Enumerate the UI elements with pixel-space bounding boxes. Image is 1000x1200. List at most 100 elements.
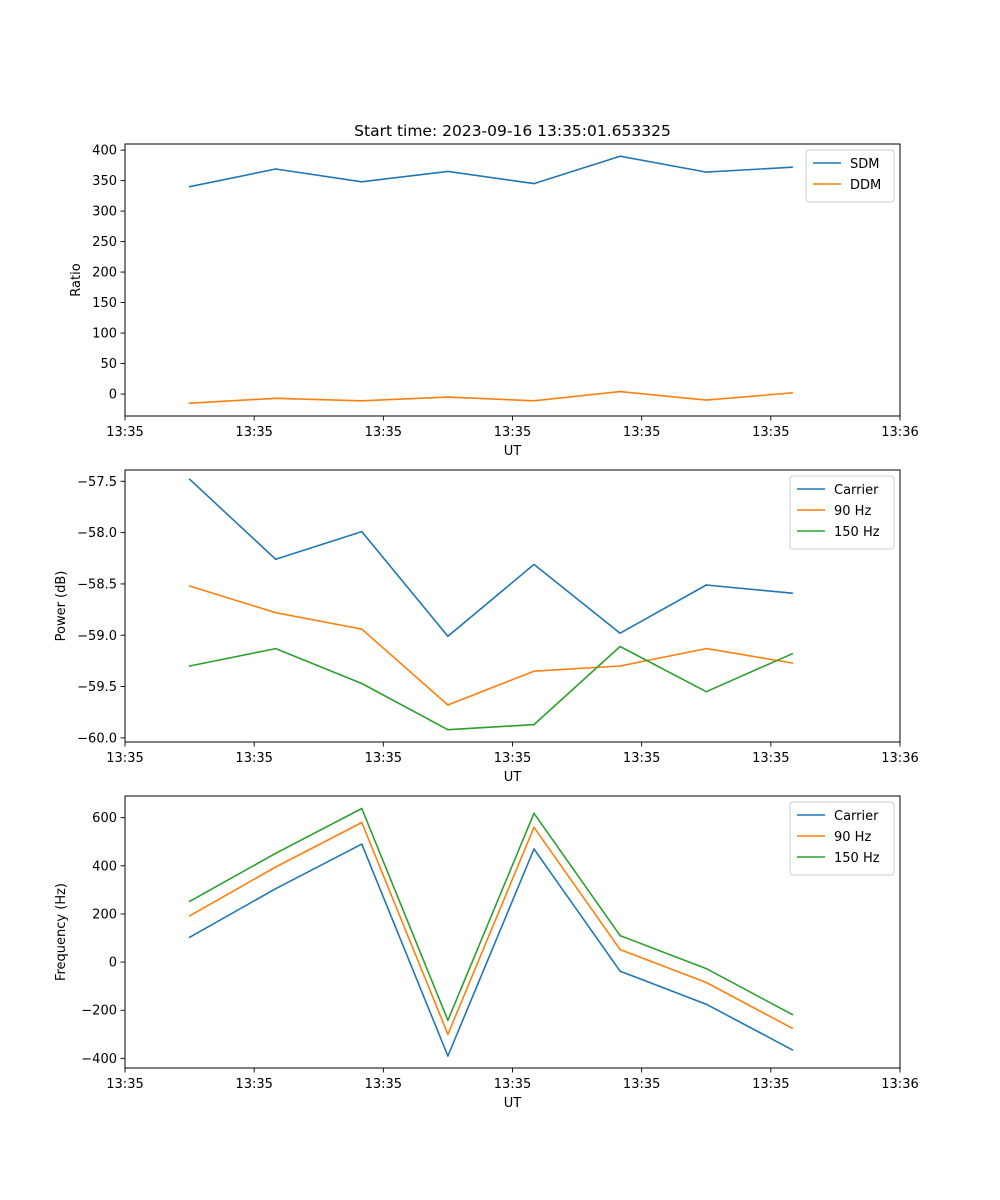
ratio-legend-label-ddm: DDM: [850, 178, 881, 193]
ratio-series-ddm-point: [533, 399, 535, 402]
power-y-tick-label: −59.5: [77, 680, 117, 695]
ratio-x-tick-label: 13:35: [494, 425, 531, 440]
ratio-x-tick-label: 13:35: [106, 425, 143, 440]
ratio-y-tick-label: 100: [92, 327, 117, 342]
ratio-series-ddm-point: [619, 390, 621, 393]
power-series-carrier-point: [533, 563, 535, 566]
power-y-tick-label: −58.0: [77, 526, 117, 541]
power-x-tick-label: 13:35: [623, 751, 660, 766]
frequency-series-90-hz-point: [791, 1027, 794, 1030]
frequency-series-90-hz-point: [274, 866, 277, 868]
ratio-series-sdm-point: [533, 182, 535, 185]
ratio-x-tick-label: 13:35: [623, 425, 660, 440]
frequency-x-tick-label: 13:35: [752, 1077, 789, 1092]
ratio-x-tick-label: 13:35: [235, 425, 272, 440]
power-axes-frame: [124, 469, 901, 743]
frequency-series-150-hz-point: [447, 1019, 449, 1022]
power-x-tick-label: 13:35: [494, 751, 531, 766]
ratio-x-axis-label: UT: [504, 444, 522, 459]
frequency-series-150-hz-point: [619, 934, 621, 937]
power-y-tick-label: −60.0: [77, 731, 117, 746]
frequency-series-90-hz-point: [361, 821, 363, 824]
frequency-y-tick-label: −200: [81, 1004, 117, 1019]
power-series-carrier-point: [447, 635, 449, 638]
frequency-panel: 13:35 13:35 13:35 13:35 13:35 13:35 13:36 −400 −…: [54, 795, 919, 1111]
ratio-series-ddm-point: [188, 402, 191, 404]
power-x-axis-label: UT: [504, 770, 522, 785]
ratio-series-ddm-point: [791, 392, 794, 394]
frequency-series-90-hz-point: [705, 981, 708, 984]
power-series-carrier-point: [705, 584, 708, 586]
power-series-carrier-point: [361, 530, 363, 533]
frequency-series-carrier-point: [447, 1055, 449, 1057]
ratio-series-sdm-point: [188, 185, 191, 188]
power-series-carrier-point: [791, 592, 794, 594]
power-x-tick-label: 13:35: [235, 751, 272, 766]
ratio-series-sdm-point: [791, 166, 794, 168]
power-series-90-hz-point: [361, 628, 363, 630]
frequency-series-carrier-point: [791, 1049, 794, 1051]
frequency-series-90-hz-line: [189, 821, 793, 1036]
power-legend-label-90-hz: 90 Hz: [834, 504, 871, 519]
ratio-axes-frame: [124, 143, 901, 417]
ratio-series-ddm-point: [705, 399, 708, 401]
ratio-series-sdm-point: [274, 168, 277, 170]
power-y-tick-label: −58.5: [77, 577, 117, 592]
ratio-y-tick-label: 150: [92, 296, 117, 311]
frequency-x-tick-label: 13:36: [881, 1077, 918, 1092]
power-series-90-hz-point: [274, 611, 277, 614]
frequency-y-tick-label: 400: [92, 859, 117, 874]
frequency-series-90-hz-point: [619, 948, 621, 951]
frequency-series-carrier-line: [189, 843, 793, 1057]
power-y-tick-label: −57.5: [77, 475, 117, 490]
frequency-series-150-hz-line: [189, 807, 793, 1022]
ratio-series-sdm-point: [361, 181, 363, 183]
power-series-150-hz-line: [189, 645, 793, 731]
ratio-series-ddm-point: [361, 399, 363, 402]
frequency-y-tick-label: 0: [109, 956, 117, 971]
ratio-y-tick-label: 200: [92, 266, 117, 281]
frequency-y-tick-label: −400: [81, 1052, 117, 1067]
frequency-series-150-hz-point: [705, 967, 708, 970]
power-series-carrier-point: [274, 558, 277, 561]
frequency-legend-label-carrier: Carrier: [834, 809, 879, 824]
ratio-y-tick-label: 50: [100, 357, 117, 372]
ratio-series-ddm-point: [447, 396, 449, 398]
power-series-150-hz-point: [274, 647, 277, 650]
frequency-series-90-hz-point: [533, 826, 535, 829]
ratio-y-tick-label: 0: [109, 388, 117, 403]
ratio-panel: 13:35 13:35 13:35 13:35 13:35 13:35 13:36 0 50 10…: [69, 143, 919, 459]
ratio-y-tick-label: 400: [92, 144, 117, 159]
frequency-y-axis-label: Frequency (Hz): [54, 883, 69, 981]
frequency-axes-frame: [124, 795, 901, 1069]
frequency-x-tick-label: 13:35: [494, 1077, 531, 1092]
frequency-x-tick-label: 13:35: [106, 1077, 143, 1092]
power-x-tick-label: 13:35: [106, 751, 143, 766]
frequency-legend-label-150-hz: 150 Hz: [834, 851, 880, 866]
frequency-y-tick-label: 200: [92, 907, 117, 922]
power-series-150-hz-point: [533, 723, 535, 726]
frequency-series-carrier-point: [188, 936, 191, 939]
ratio-y-tick-label: 250: [92, 235, 117, 250]
power-series-90-hz-point: [447, 704, 449, 706]
figure-title: Start time: 2023-09-16 13:35:01.653325: [354, 122, 671, 140]
power-series-carrier-point: [619, 632, 621, 634]
frequency-series-carrier-point: [705, 1003, 708, 1006]
power-series-150-hz-point: [791, 652, 794, 655]
power-series-150-hz-point: [705, 690, 708, 693]
frequency-series-150-hz-point: [361, 807, 363, 810]
frequency-y-tick-label: 600: [92, 811, 117, 826]
power-y-tick-label: −59.0: [77, 629, 117, 644]
frequency-series-carrier-point: [533, 848, 535, 850]
power-x-tick-label: 13:35: [365, 751, 402, 766]
frequency-x-tick-label: 13:35: [623, 1077, 660, 1092]
power-x-tick-label: 13:35: [752, 751, 789, 766]
ratio-x-tick-label: 13:35: [365, 425, 402, 440]
power-series-150-hz-point: [447, 728, 449, 731]
power-series-90-hz-point: [619, 665, 621, 667]
power-series-carrier-line: [189, 478, 793, 638]
frequency-x-tick-label: 13:35: [235, 1077, 272, 1092]
frequency-x-axis-label: UT: [504, 1096, 522, 1111]
power-series-150-hz-point: [188, 665, 191, 667]
